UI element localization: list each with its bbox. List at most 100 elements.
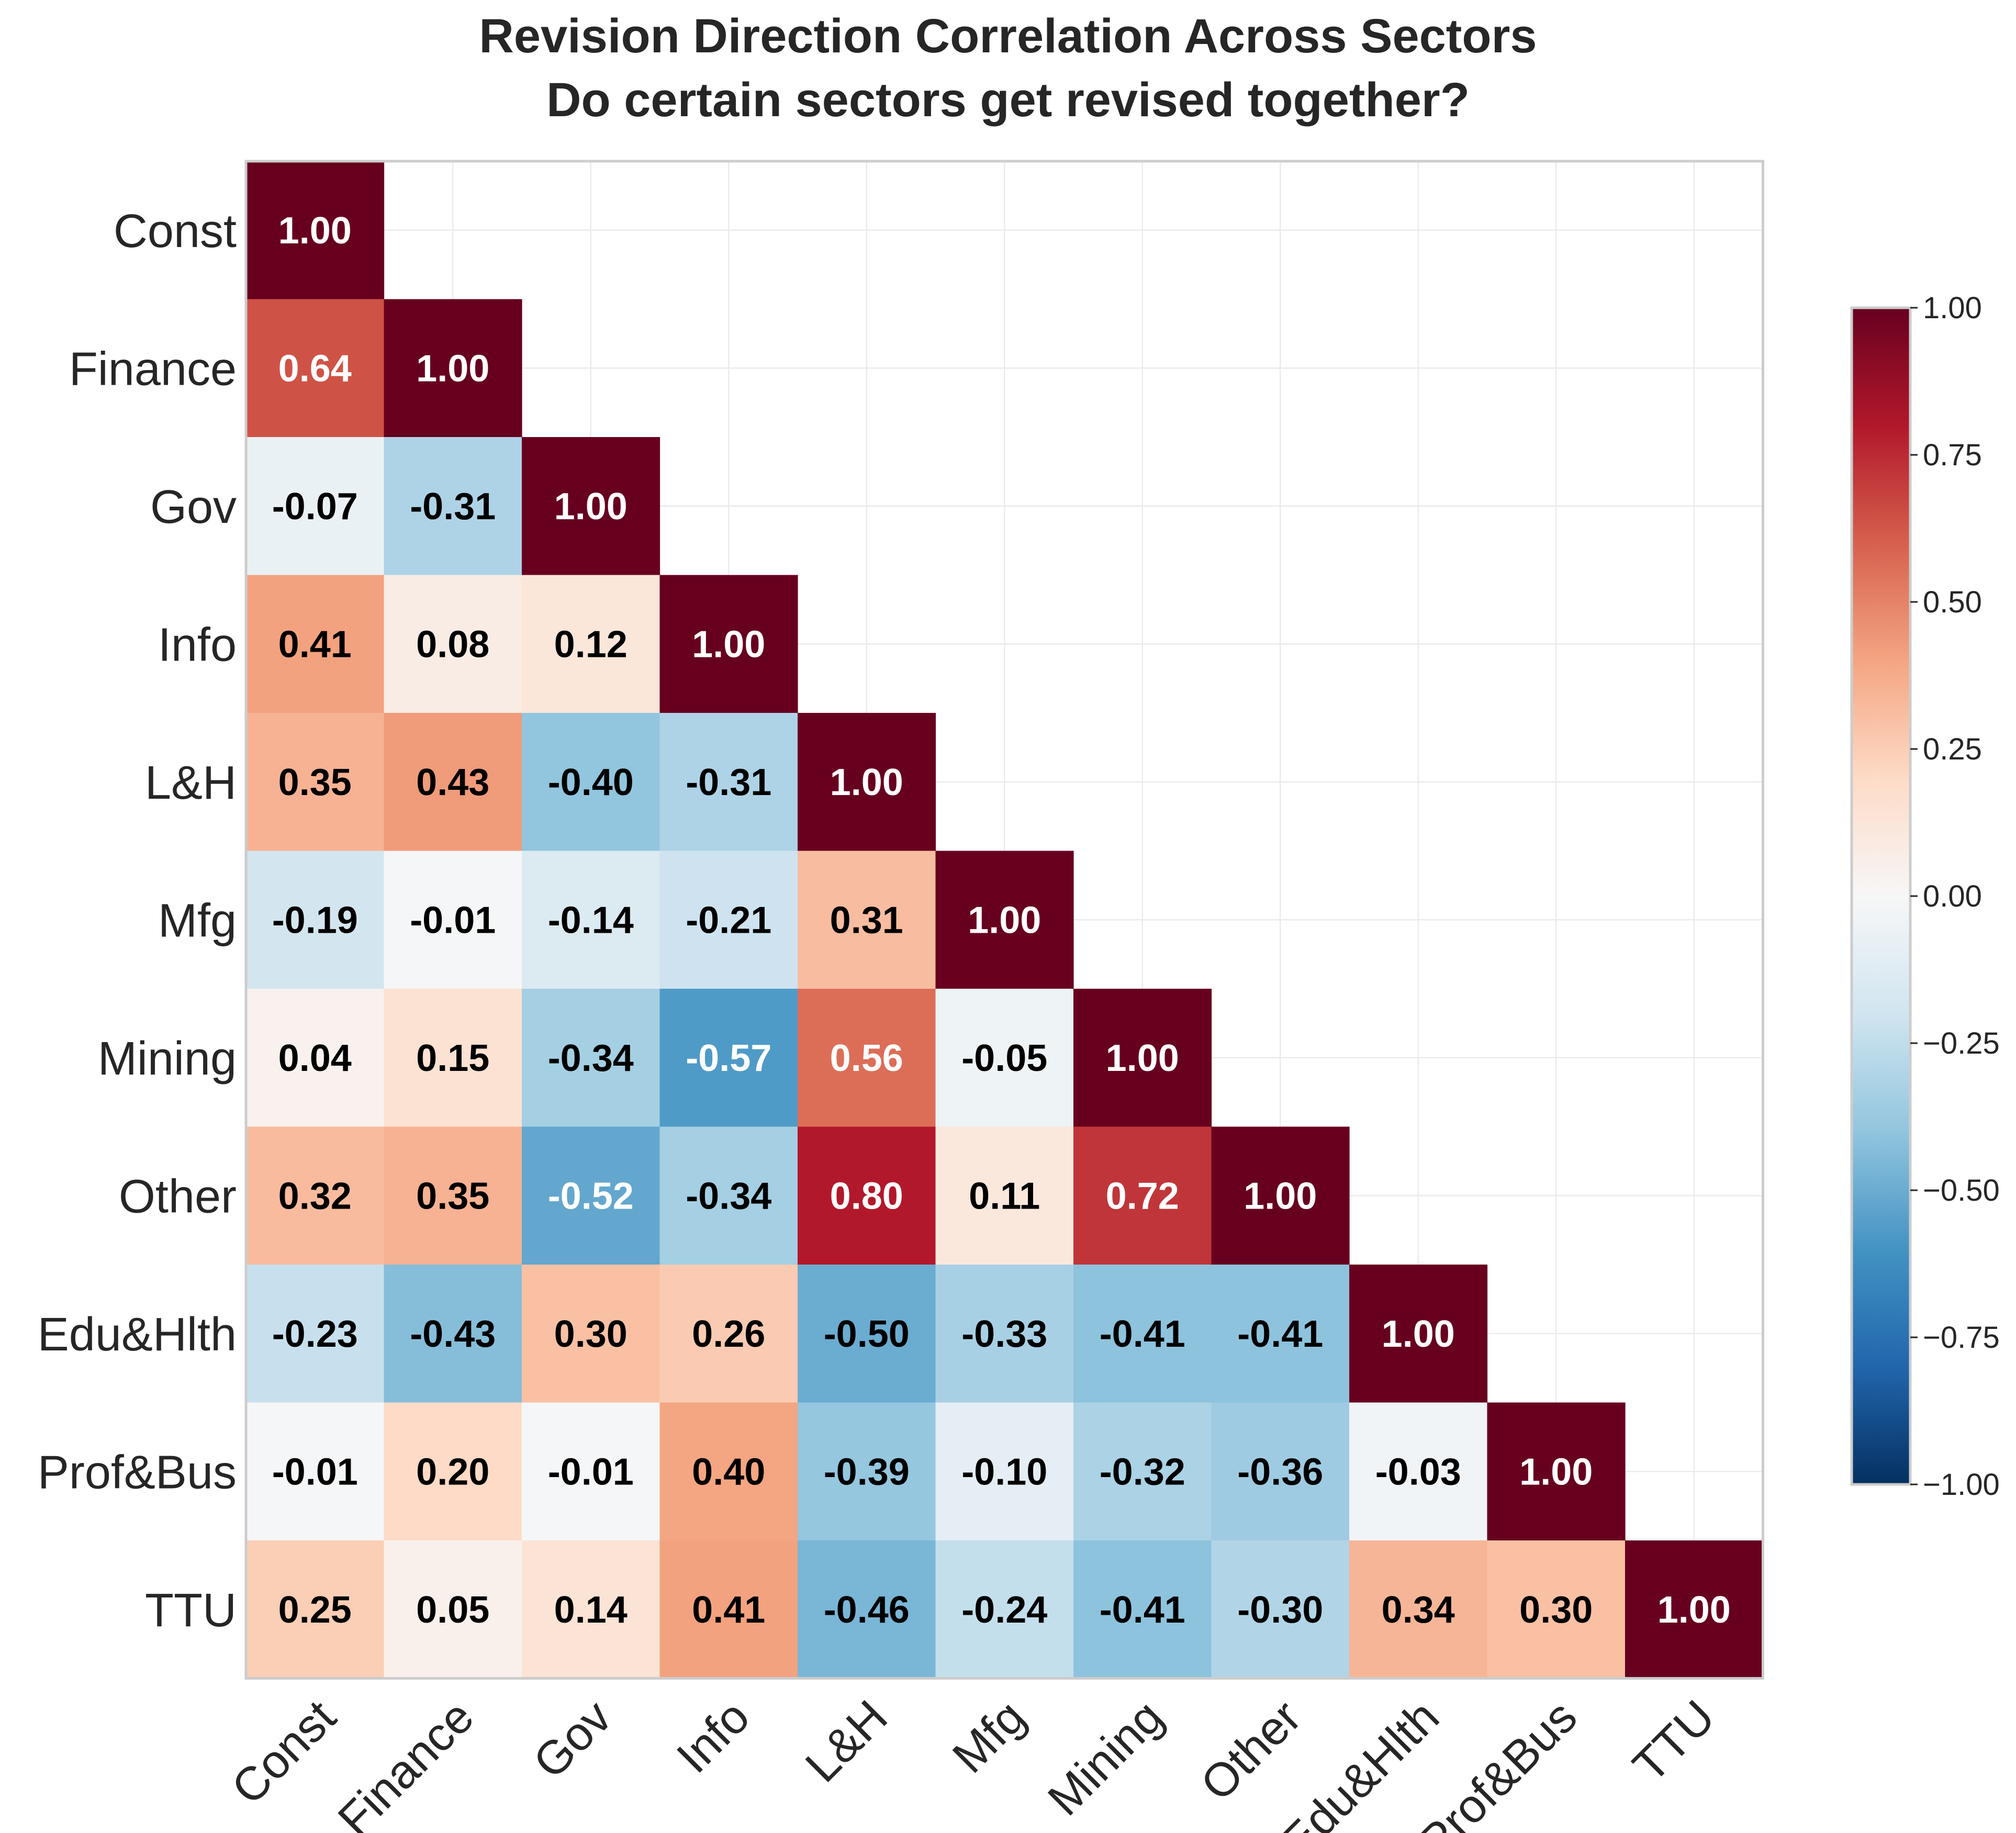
cell-value-label: -0.10 — [961, 1451, 1047, 1493]
cell-value-label: 0.20 — [416, 1451, 489, 1493]
cell-value-label: 1.00 — [278, 210, 352, 252]
heatmap-cell — [1073, 1265, 1212, 1403]
plot-frame — [244, 160, 1764, 1680]
cell-value-label: 0.32 — [278, 1175, 352, 1217]
cell-value-label: -0.03 — [1375, 1451, 1461, 1493]
heatmap-cell — [246, 989, 385, 1127]
heatmap-cell — [935, 1126, 1074, 1265]
cell-value-label: -0.33 — [961, 1313, 1047, 1355]
colorbar-tick-label: −0.25 — [1923, 1026, 2000, 1060]
heatmap-cell — [522, 1265, 660, 1403]
heatmap-cell — [1073, 1402, 1212, 1541]
cell-value-label: -0.19 — [272, 899, 358, 941]
cell-value-label: -0.21 — [686, 899, 771, 941]
cell-value-label: -0.36 — [1237, 1451, 1323, 1493]
heatmap-cell — [246, 713, 385, 852]
heatmap-cell — [798, 1540, 936, 1679]
cell-value-label: 1.00 — [1519, 1451, 1593, 1493]
heatmap-cell — [522, 989, 660, 1127]
cell-value-label: 1.00 — [416, 348, 489, 389]
y-tick-label: Gov — [150, 481, 237, 533]
heatmap-cell — [522, 851, 660, 989]
heatmap-cell — [522, 437, 660, 576]
cell-value-label: 0.56 — [830, 1037, 903, 1079]
heatmap-cell — [384, 1402, 522, 1541]
heatmap-cell — [522, 1126, 660, 1265]
cell-value-label: 0.05 — [416, 1589, 489, 1631]
cell-value-label: 0.08 — [416, 623, 489, 665]
cell-value-label: -0.24 — [961, 1589, 1047, 1631]
heatmap-cell — [1349, 1265, 1488, 1403]
x-tick-label: Info — [667, 1691, 760, 1783]
cell-value-label: -0.52 — [548, 1175, 634, 1217]
cell-value-label: -0.01 — [548, 1451, 634, 1493]
cell-value-label: -0.34 — [686, 1175, 771, 1217]
cell-value-label: 0.12 — [554, 623, 628, 665]
heatmap-cell — [1211, 1540, 1350, 1679]
heatmap-cell — [384, 713, 522, 852]
cell-value-label: -0.23 — [272, 1313, 358, 1355]
y-tick-label: Info — [158, 619, 237, 671]
heatmap-cell — [659, 713, 798, 852]
x-tick-label: Other — [1191, 1691, 1312, 1811]
x-tick-label: Finance — [328, 1691, 484, 1833]
cell-value-label: 1.00 — [1106, 1037, 1179, 1079]
cell-value-label: -0.01 — [272, 1451, 358, 1493]
heatmap-cell — [384, 1540, 522, 1679]
heatmap-cell — [384, 1265, 522, 1403]
cell-value-label: -0.14 — [548, 899, 634, 941]
heatmap-cell — [659, 989, 798, 1127]
cell-value-label: -0.57 — [686, 1037, 771, 1079]
heatmap-cell — [246, 1126, 385, 1265]
heatmap-cell — [659, 575, 798, 713]
heatmap-cell — [384, 299, 522, 438]
cell-value-label: 1.00 — [1382, 1313, 1455, 1355]
cell-value-label: -0.30 — [1237, 1589, 1323, 1631]
heatmap-cell — [246, 1540, 385, 1679]
cell-value-label: 1.00 — [1657, 1589, 1731, 1631]
cell-value-label: -0.46 — [824, 1589, 910, 1631]
heatmap-cell — [1211, 1265, 1350, 1403]
cell-value-label: -0.31 — [410, 486, 496, 528]
heatmap-cell — [1211, 1402, 1350, 1541]
cell-value-label: -0.41 — [1237, 1313, 1323, 1355]
y-tick-label: Other — [119, 1170, 237, 1223]
x-tick-label: Const — [222, 1691, 346, 1815]
heatmap-cell — [659, 1126, 798, 1265]
y-tick-label: Mfg — [158, 895, 237, 947]
heatmap-cell — [246, 1265, 385, 1403]
heatmap-cell — [1487, 1402, 1626, 1541]
cell-value-label: 1.00 — [1244, 1175, 1317, 1217]
cell-value-label: 1.00 — [554, 486, 628, 528]
colorbar-tick-label: −1.00 — [1923, 1468, 2000, 1502]
heatmap-cell — [522, 1402, 660, 1541]
y-tick-label: Finance — [69, 343, 237, 395]
heatmap-cell — [246, 575, 385, 713]
y-axis-tick-labels: Const Finance Gov Info L&H Mfg Mining Other Edu&… — [38, 205, 237, 1637]
heatmap-cell — [522, 1540, 660, 1679]
colorbar: 1.00 0.75 0.50 0.25 0.00 −0.25 −0.50 −0.75 −1.00 — [1850, 291, 2000, 1502]
y-tick-label: L&H — [145, 757, 237, 809]
cell-value-label: 0.04 — [278, 1037, 352, 1079]
heatmap-cell — [798, 1402, 936, 1541]
cell-value-label: -0.34 — [548, 1037, 634, 1079]
x-tick-label: Mining — [1038, 1691, 1173, 1826]
cell-value-label: -0.43 — [410, 1313, 496, 1355]
cell-value-label: 0.64 — [278, 348, 352, 389]
heatmap-cell — [522, 575, 660, 713]
colorbar-gradient — [1850, 306, 1912, 1486]
cell-value-label: 0.80 — [830, 1175, 903, 1217]
cell-value-label: 0.35 — [278, 762, 352, 803]
heatmap-cell — [659, 1265, 798, 1403]
heatmap-cell — [659, 1540, 798, 1679]
heatmap-cell — [935, 1402, 1074, 1541]
x-tick-label: TTU — [1623, 1691, 1724, 1792]
y-tick-label: Mining — [98, 1033, 237, 1085]
heatmap-cell — [384, 851, 522, 989]
colorbar-tick-label: 0.75 — [1923, 438, 1982, 472]
cell-value-label: 0.72 — [1106, 1175, 1179, 1217]
heatmap-cell — [384, 437, 522, 576]
heatmap-cell — [1625, 1540, 1764, 1679]
heatmap-cell — [246, 299, 385, 438]
